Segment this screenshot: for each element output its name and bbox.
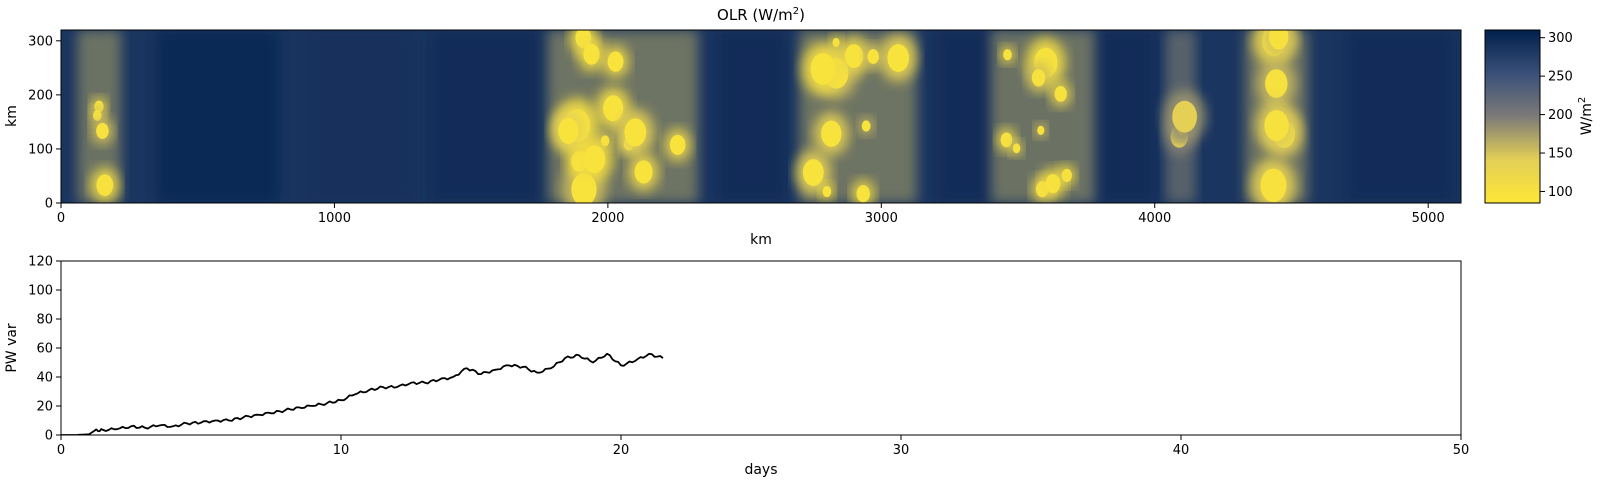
convective-core bbox=[1045, 174, 1061, 194]
colorbar-label: W/m2 bbox=[1577, 97, 1595, 136]
convective-core bbox=[856, 185, 870, 203]
line-plot-background bbox=[61, 261, 1461, 435]
convective-core bbox=[583, 145, 606, 174]
heatmap-xlabel: km bbox=[750, 232, 772, 248]
line-x-axis: 0 10 20 30 40 50 bbox=[57, 435, 1469, 458]
heatmap-frame bbox=[60, 29, 1462, 204]
y-tick-label: 0 bbox=[45, 197, 53, 212]
x-tick-label: 1000 bbox=[318, 211, 351, 226]
convective-core bbox=[1000, 132, 1013, 148]
line-y-axis: 0 20 40 60 80 100 120 bbox=[28, 255, 61, 444]
colorbar-ticks: 100 150 200 250 300 bbox=[1540, 31, 1573, 200]
heatmap-y-axis: 0 100 200 300 bbox=[28, 34, 61, 212]
colorbar-tick-label: 300 bbox=[1548, 31, 1573, 46]
y-tick-label: 60 bbox=[36, 342, 53, 357]
convective-core bbox=[822, 185, 832, 198]
y-tick-label: 40 bbox=[36, 371, 53, 386]
convective-core bbox=[802, 159, 824, 186]
x-tick-label: 5000 bbox=[1412, 211, 1445, 226]
x-tick-label: 2000 bbox=[591, 211, 624, 226]
convective-core bbox=[634, 160, 653, 184]
x-tick-label: 0 bbox=[57, 211, 65, 226]
convective-core bbox=[1264, 109, 1289, 142]
convective-band bbox=[1244, 30, 1308, 203]
heatmap-ylabel: km bbox=[4, 105, 20, 127]
convective-band bbox=[1163, 30, 1206, 203]
x-tick-label: 0 bbox=[57, 443, 65, 458]
y-tick-label: 300 bbox=[28, 34, 53, 49]
y-tick-label: 100 bbox=[28, 142, 53, 157]
colorbar-tick-label: 250 bbox=[1548, 70, 1573, 85]
convective-band bbox=[990, 30, 1095, 203]
convective-core bbox=[1260, 168, 1287, 203]
x-tick-label: 10 bbox=[333, 443, 350, 458]
convective-core bbox=[821, 120, 842, 147]
olr-panel: OLR (W/m2) 0 1000 2000 3000 4000 5000 0 100 200… bbox=[4, 6, 1462, 248]
background-streak bbox=[307, 30, 417, 203]
convective-core bbox=[603, 95, 624, 122]
y-tick-label: 100 bbox=[28, 284, 53, 299]
convective-core bbox=[624, 118, 647, 147]
convective-core bbox=[96, 122, 109, 140]
y-tick-label: 20 bbox=[36, 400, 53, 415]
background-streak bbox=[430, 30, 540, 203]
convective-core bbox=[669, 134, 686, 155]
line-ylabel: PW var bbox=[4, 323, 20, 373]
heatmap-x-axis: 0 1000 2000 3000 4000 5000 bbox=[57, 203, 1445, 226]
convective-core bbox=[1031, 69, 1046, 87]
convective-core bbox=[1037, 125, 1045, 135]
convective-core bbox=[1054, 86, 1067, 102]
x-tick-label: 40 bbox=[1173, 443, 1190, 458]
convective-core bbox=[867, 49, 879, 64]
colorbar-tick-label: 100 bbox=[1548, 185, 1573, 200]
convective-core bbox=[1268, 30, 1289, 50]
y-tick-label: 120 bbox=[28, 255, 53, 270]
convective-core bbox=[96, 174, 114, 196]
background-streak bbox=[936, 30, 991, 203]
background-streak bbox=[1100, 30, 1155, 203]
background-streak bbox=[156, 30, 280, 203]
convective-core bbox=[558, 117, 579, 144]
convective-core bbox=[832, 37, 840, 48]
background-streak bbox=[1346, 30, 1456, 203]
convective-core bbox=[1265, 69, 1288, 99]
convective-core bbox=[844, 44, 864, 69]
pw-var-line bbox=[61, 352, 664, 435]
background-streak bbox=[717, 30, 786, 203]
pw-panel: 0 10 20 30 40 50 0 20 40 60 80 100 120 days PW var bbox=[4, 255, 1469, 479]
colorbar-tick-label: 200 bbox=[1548, 108, 1573, 123]
convective-core bbox=[861, 120, 871, 132]
colorbar-gradient bbox=[1484, 29, 1541, 204]
heatmap-title: OLR (W/m2) bbox=[717, 6, 805, 24]
y-tick-label: 200 bbox=[28, 88, 53, 103]
convective-core bbox=[1172, 100, 1198, 133]
colorbar: 100 150 200 250 300 W/m2 bbox=[1484, 29, 1595, 204]
line-xlabel: days bbox=[744, 462, 777, 478]
convective-core bbox=[583, 43, 600, 65]
x-tick-label: 30 bbox=[893, 443, 910, 458]
convective-core bbox=[810, 53, 836, 85]
heatmap-area bbox=[61, 30, 1461, 203]
x-tick-label: 3000 bbox=[865, 211, 898, 226]
x-tick-label: 50 bbox=[1453, 443, 1470, 458]
x-tick-label: 20 bbox=[613, 443, 630, 458]
convective-core bbox=[607, 51, 624, 72]
convective-core bbox=[887, 44, 910, 72]
colorbar-tick-label: 150 bbox=[1548, 147, 1573, 162]
y-tick-label: 80 bbox=[36, 313, 53, 328]
x-tick-label: 4000 bbox=[1138, 211, 1171, 226]
y-tick-label: 0 bbox=[45, 429, 53, 444]
convective-band bbox=[795, 30, 917, 203]
convective-core bbox=[1012, 143, 1021, 154]
convective-core bbox=[1003, 49, 1012, 61]
convective-band bbox=[547, 30, 699, 203]
convective-band bbox=[77, 30, 122, 203]
